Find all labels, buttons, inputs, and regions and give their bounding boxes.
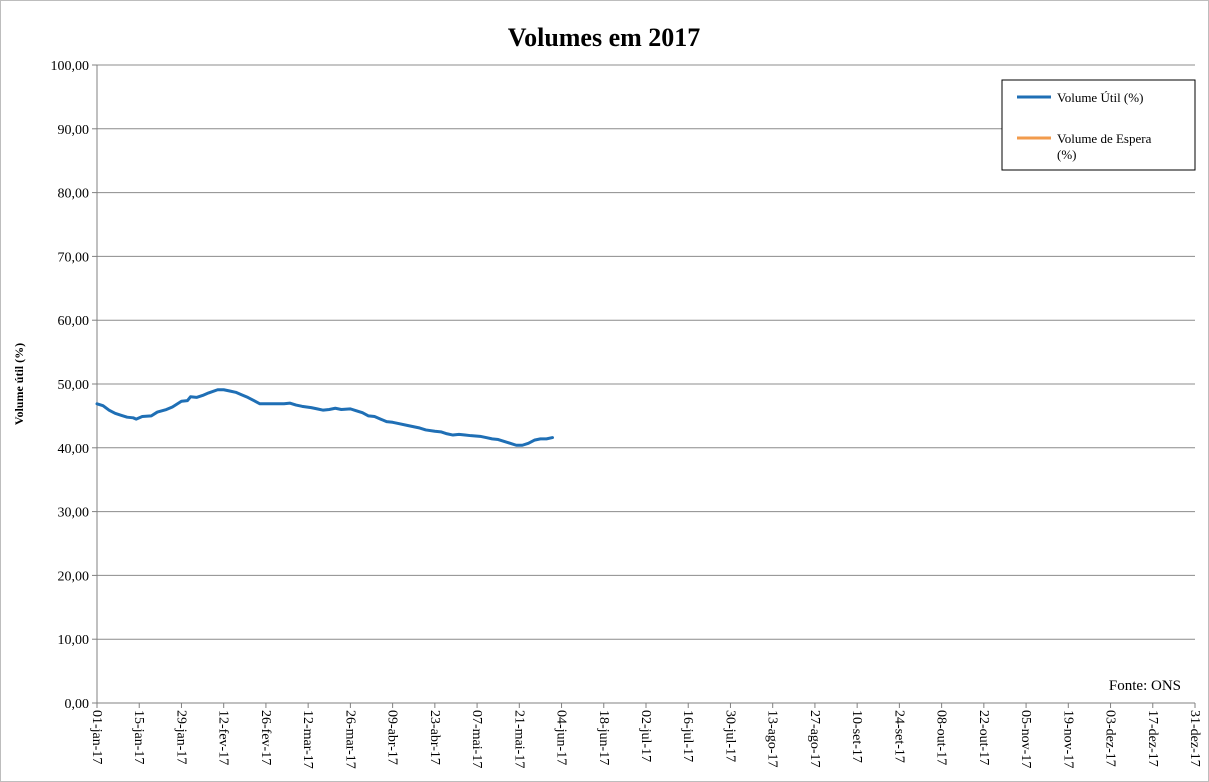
x-tick-label: 31-dez-17 bbox=[1187, 710, 1202, 767]
x-tick-label: 01-jan-17 bbox=[89, 710, 104, 764]
legend-label-line: (%) bbox=[1057, 147, 1077, 162]
x-tick-label: 23-abr-17 bbox=[427, 710, 442, 765]
y-tick-label: 20,00 bbox=[58, 569, 90, 584]
x-tick-label: 03-dez-17 bbox=[1103, 710, 1118, 767]
x-tick-label: 04-jun-17 bbox=[554, 710, 569, 765]
x-tick-label: 24-set-17 bbox=[891, 710, 906, 763]
y-tick-label: 50,00 bbox=[58, 378, 90, 393]
x-tick-label: 09-abr-17 bbox=[385, 710, 400, 765]
x-tick-label: 02-jul-17 bbox=[638, 710, 653, 762]
x-axis-ticks: 01-jan-17 15-jan-17 29-jan-17 12-fev-17 26-f… bbox=[89, 703, 1202, 769]
legend-label-volume-espera: Volume de Espera (%) bbox=[1057, 131, 1152, 162]
chart-title: Volumes em 2017 bbox=[508, 23, 701, 52]
chart-legend: Volume Útil (%) Volume de Espera (%) bbox=[1001, 79, 1196, 171]
y-tick-label: 0,00 bbox=[65, 697, 90, 712]
source-note: Fonte: ONS bbox=[1109, 678, 1181, 694]
y-axis-label: Volume útil (%) bbox=[12, 343, 26, 425]
gridlines bbox=[97, 64, 1195, 640]
y-tick-label: 90,00 bbox=[58, 123, 90, 138]
x-tick-label: 05-nov-17 bbox=[1018, 710, 1033, 768]
y-tick-label: 100,00 bbox=[51, 59, 90, 74]
x-tick-label: 08-out-17 bbox=[934, 710, 949, 765]
y-tick-label: 10,00 bbox=[58, 633, 90, 648]
x-tick-label: 27-ago-17 bbox=[807, 710, 822, 768]
y-tick-label: 30,00 bbox=[58, 506, 90, 521]
legend-label-volume-util: Volume Útil (%) bbox=[1057, 90, 1143, 105]
x-tick-label: 26-fev-17 bbox=[258, 710, 273, 765]
x-tick-label: 18-jun-17 bbox=[596, 710, 611, 765]
x-tick-label: 15-jan-17 bbox=[131, 710, 146, 764]
y-axis-ticks: 0,00 10,00 20,00 30,00 40,00 50,00 60,00 70,00 8… bbox=[51, 59, 97, 712]
x-tick-label: 30-jul-17 bbox=[722, 710, 737, 762]
y-tick-label: 80,00 bbox=[58, 187, 90, 202]
legend-label-line: Volume de Espera bbox=[1057, 131, 1152, 146]
y-tick-label: 40,00 bbox=[58, 442, 90, 457]
x-tick-label: 17-dez-17 bbox=[1145, 710, 1160, 767]
y-tick-label: 60,00 bbox=[58, 314, 90, 329]
x-tick-label: 13-ago-17 bbox=[765, 710, 780, 768]
x-tick-label: 26-mar-17 bbox=[342, 710, 357, 769]
x-tick-label: 10-set-17 bbox=[849, 710, 864, 763]
x-tick-label: 07-mai-17 bbox=[469, 710, 484, 768]
legend-box bbox=[1001, 79, 1196, 171]
x-tick-label: 16-jul-17 bbox=[680, 710, 695, 762]
y-tick-label: 70,00 bbox=[58, 250, 90, 265]
x-tick-label: 12-fev-17 bbox=[216, 710, 231, 765]
x-tick-label: 22-out-17 bbox=[976, 710, 991, 765]
x-tick-label: 29-jan-17 bbox=[173, 710, 188, 764]
x-tick-label: 19-nov-17 bbox=[1060, 710, 1075, 768]
series-line-0 bbox=[95, 388, 554, 447]
x-tick-label: 21-mai-17 bbox=[511, 710, 526, 768]
series-layer bbox=[95, 388, 554, 447]
x-tick-label: 12-mar-17 bbox=[300, 710, 315, 769]
